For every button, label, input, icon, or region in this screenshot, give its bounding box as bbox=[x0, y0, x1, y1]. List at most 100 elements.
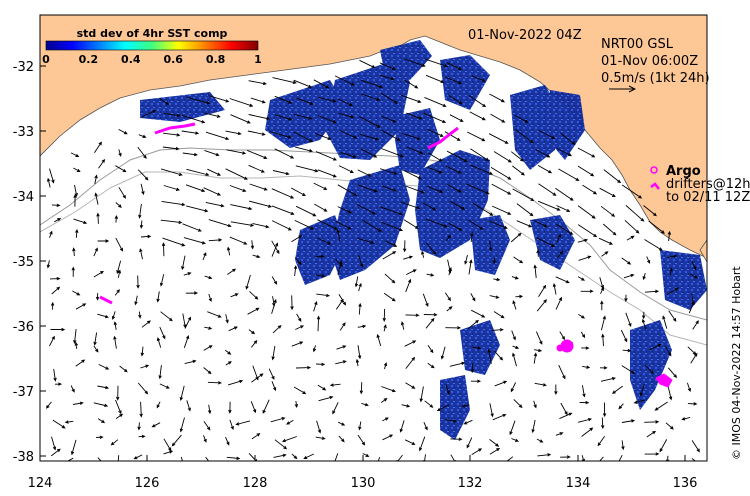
current-arrow bbox=[339, 130, 358, 139]
current-arrow bbox=[470, 363, 475, 374]
current-arrow bbox=[96, 435, 104, 439]
current-arrow bbox=[642, 272, 646, 281]
current-arrow bbox=[273, 453, 287, 458]
current-arrow bbox=[424, 400, 434, 408]
current-arrow bbox=[449, 114, 464, 122]
current-arrow bbox=[119, 365, 128, 373]
current-arrow bbox=[493, 350, 504, 361]
current-arrow bbox=[686, 382, 692, 393]
current-arrow bbox=[315, 436, 326, 440]
current-arrow bbox=[203, 367, 212, 375]
current-arrow bbox=[577, 224, 598, 238]
current-arrow bbox=[134, 295, 138, 306]
current-arrow bbox=[205, 201, 225, 208]
current-arrow bbox=[115, 165, 127, 173]
current-arrow bbox=[405, 313, 420, 317]
current-arrow bbox=[317, 169, 337, 178]
current-arrow bbox=[180, 456, 183, 461]
current-arrow bbox=[183, 334, 190, 348]
current-arrow bbox=[427, 345, 434, 354]
current-arrow bbox=[359, 382, 364, 395]
current-arrow bbox=[560, 402, 568, 416]
current-arrow bbox=[207, 311, 222, 318]
current-arrow bbox=[111, 311, 116, 320]
current-arrow bbox=[560, 132, 576, 145]
current-arrow bbox=[488, 220, 508, 229]
current-arrow bbox=[357, 169, 372, 177]
current-arrow bbox=[381, 148, 404, 158]
current-arrow bbox=[403, 169, 422, 180]
current-arrow bbox=[625, 205, 645, 222]
current-arrow bbox=[404, 58, 426, 67]
current-arrow bbox=[600, 315, 606, 331]
current-arrow bbox=[601, 251, 609, 257]
current-arrow bbox=[620, 329, 628, 343]
current-arrow bbox=[73, 193, 77, 207]
current-arrow bbox=[450, 200, 466, 210]
current-arrow bbox=[611, 385, 623, 394]
current-arrow bbox=[600, 377, 616, 382]
current-arrow bbox=[160, 219, 183, 225]
current-arrow bbox=[600, 300, 604, 311]
current-arrow bbox=[466, 131, 486, 142]
current-arrow bbox=[179, 417, 185, 433]
current-arrow bbox=[535, 149, 551, 158]
current-arrow bbox=[622, 348, 632, 353]
colorbar-ticks: 0 0.2 0.4 0.6 0.8 1 bbox=[42, 53, 262, 66]
y-axis: -32 -33 -34 -35 -36 -37 -38 bbox=[13, 60, 46, 465]
current-arrow bbox=[293, 265, 298, 277]
current-arrow bbox=[204, 326, 213, 330]
current-arrow bbox=[402, 240, 407, 253]
current-arrow bbox=[577, 165, 595, 177]
current-arrow bbox=[317, 384, 327, 391]
current-arrow bbox=[335, 298, 344, 310]
current-arrow bbox=[516, 203, 534, 217]
current-arrow bbox=[511, 330, 516, 341]
current-arrow bbox=[470, 379, 482, 383]
current-arrow bbox=[450, 454, 457, 461]
current-arrow bbox=[317, 115, 337, 124]
current-arrow bbox=[472, 202, 494, 216]
current-arrow bbox=[295, 325, 305, 330]
current-arrow bbox=[250, 340, 258, 348]
current-arrow bbox=[666, 287, 679, 295]
current-arrow bbox=[558, 364, 566, 380]
current-arrow bbox=[533, 400, 537, 409]
current-arrow bbox=[493, 311, 505, 319]
current-arrow bbox=[137, 169, 149, 181]
current-arrow bbox=[641, 318, 647, 330]
current-arrow bbox=[600, 286, 604, 294]
current-arrow bbox=[405, 278, 412, 293]
y-tick-label: -34 bbox=[13, 190, 34, 205]
current-arrow bbox=[669, 267, 673, 277]
current-arrow bbox=[667, 230, 672, 242]
current-arrow bbox=[512, 352, 517, 367]
current-arrow bbox=[450, 437, 463, 441]
current-arrow bbox=[419, 436, 426, 452]
current-arrow bbox=[317, 219, 338, 230]
current-arrow bbox=[381, 221, 404, 232]
current-arrow bbox=[291, 453, 298, 460]
current-arrow bbox=[554, 384, 558, 396]
current-arrow bbox=[489, 439, 500, 447]
current-arrow bbox=[295, 97, 314, 105]
colorbar-tick-label: 0.8 bbox=[206, 53, 226, 66]
current-arrow bbox=[469, 111, 486, 121]
current-arrow bbox=[337, 98, 353, 107]
current-arrow bbox=[203, 420, 211, 431]
current-arrow bbox=[356, 204, 376, 215]
current-arrow bbox=[163, 113, 181, 118]
current-arrow bbox=[357, 345, 362, 360]
current-arrow bbox=[293, 131, 314, 143]
current-arrow bbox=[379, 74, 395, 81]
current-arrow bbox=[641, 311, 646, 320]
current-arrow bbox=[96, 212, 100, 224]
current-arrow bbox=[362, 219, 382, 232]
y-tick-label: -38 bbox=[13, 450, 34, 465]
current-arrow bbox=[162, 237, 186, 247]
current-arrow bbox=[380, 398, 388, 403]
current-arrow bbox=[425, 74, 445, 84]
current-arrow bbox=[445, 234, 452, 242]
current-arrow bbox=[228, 326, 238, 332]
current-arrow bbox=[357, 434, 366, 446]
